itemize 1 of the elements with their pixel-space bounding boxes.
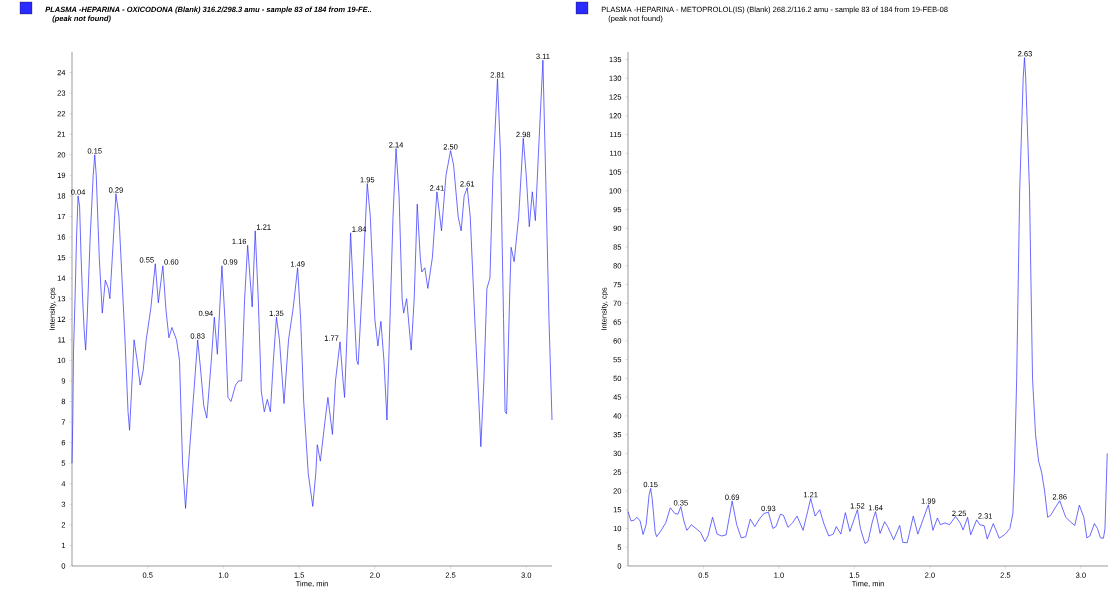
- line-series: [71, 59, 553, 509]
